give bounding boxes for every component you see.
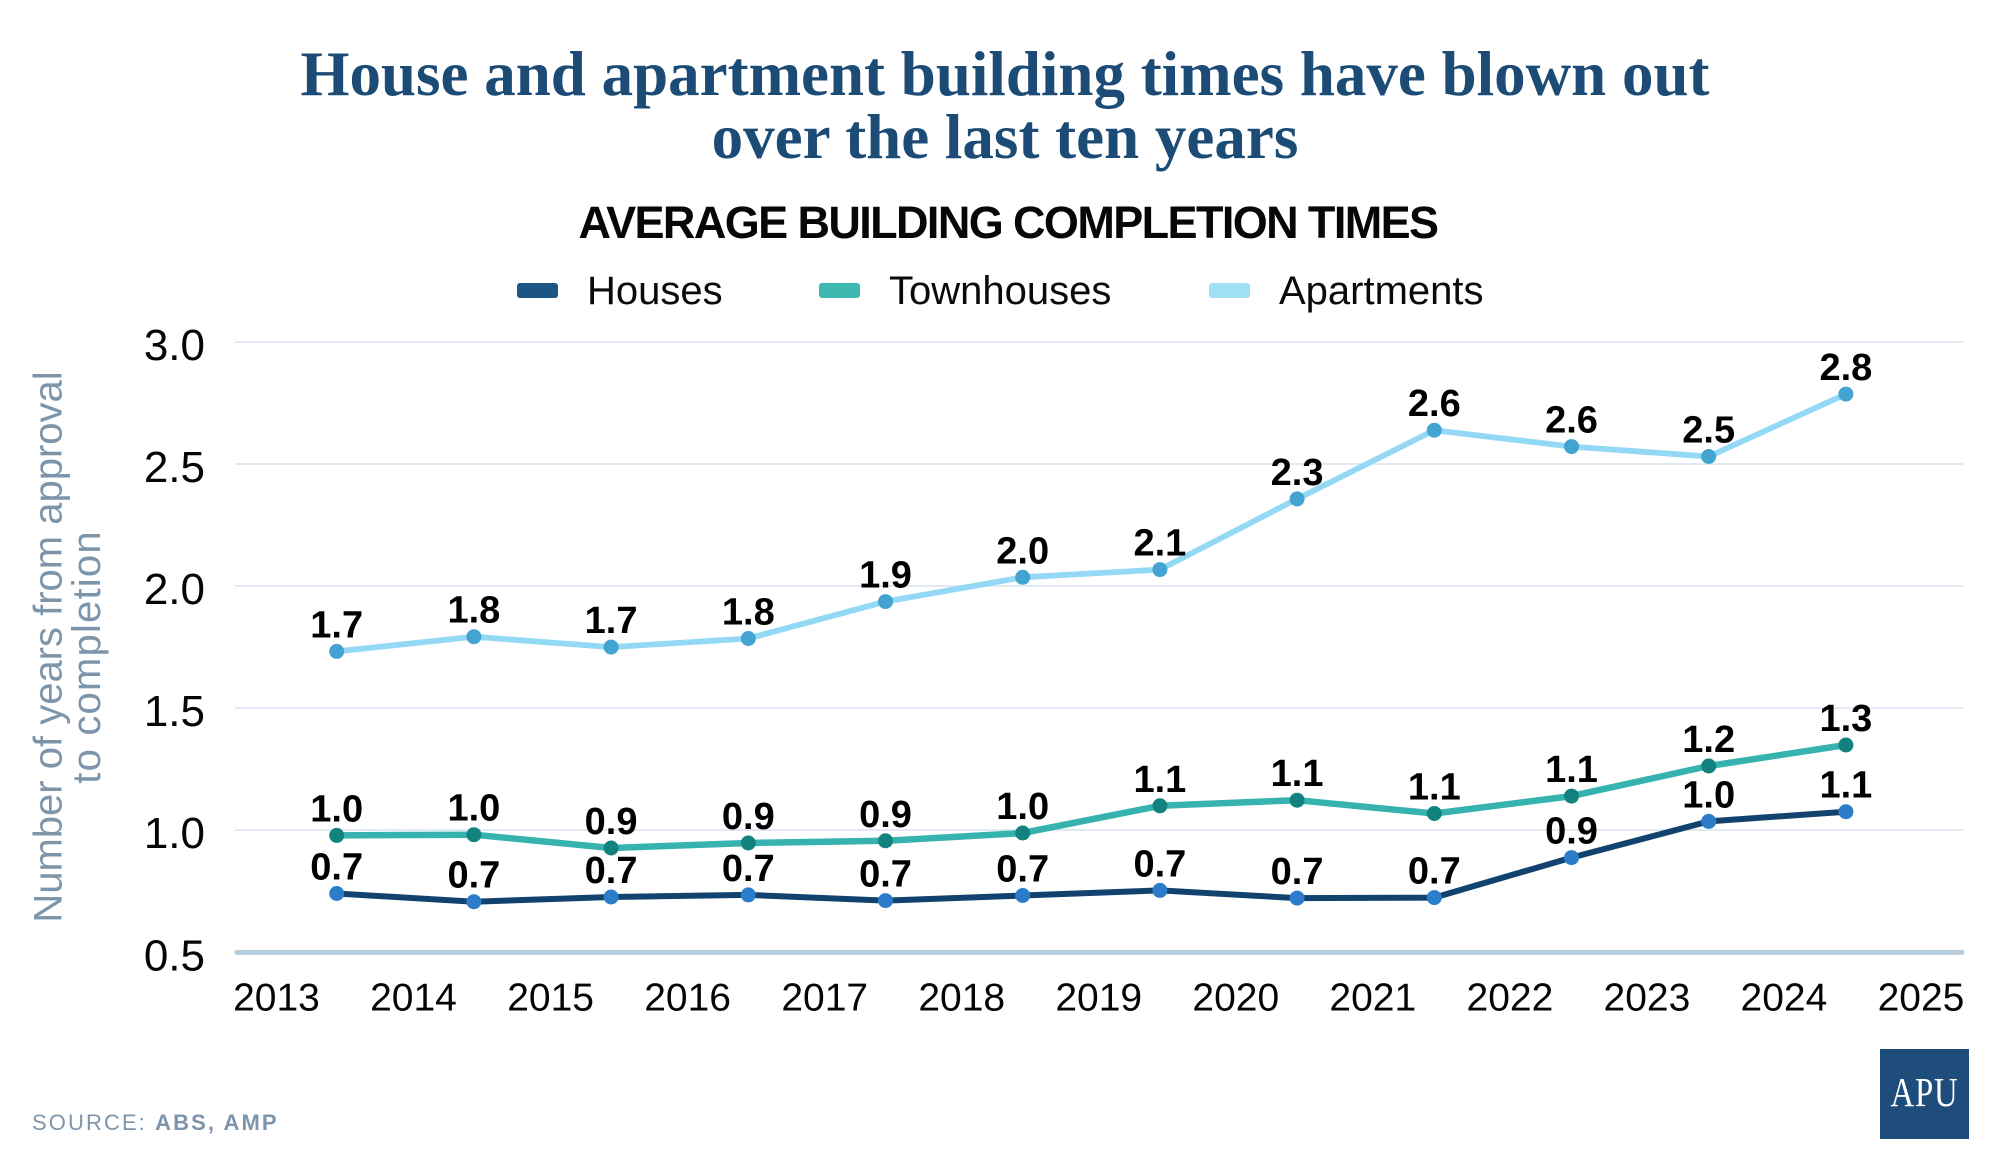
svg-text:0.7: 0.7 <box>996 849 1049 891</box>
svg-text:2.5: 2.5 <box>1682 410 1735 452</box>
svg-text:2.5: 2.5 <box>144 443 205 492</box>
svg-text:1.1: 1.1 <box>1545 749 1598 791</box>
svg-text:0.7: 0.7 <box>859 854 912 896</box>
svg-text:2017: 2017 <box>781 977 868 1020</box>
svg-text:0.9: 0.9 <box>722 796 775 838</box>
svg-text:1.0: 1.0 <box>1682 774 1735 816</box>
svg-text:0.7: 0.7 <box>1133 843 1186 885</box>
svg-text:2019: 2019 <box>1055 977 1142 1020</box>
svg-text:1.8: 1.8 <box>447 590 500 632</box>
svg-text:0.5: 0.5 <box>144 931 205 980</box>
svg-text:1.1: 1.1 <box>1408 767 1461 809</box>
svg-text:1.3: 1.3 <box>1819 698 1872 740</box>
svg-text:0.7: 0.7 <box>1271 851 1324 893</box>
svg-text:2023: 2023 <box>1604 977 1691 1020</box>
svg-text:0.7: 0.7 <box>722 848 775 890</box>
svg-text:0.7: 0.7 <box>310 847 363 889</box>
svg-text:1.7: 1.7 <box>585 600 638 642</box>
svg-text:1.0: 1.0 <box>144 809 205 858</box>
svg-text:2016: 2016 <box>644 977 731 1020</box>
svg-text:1.5: 1.5 <box>144 687 205 736</box>
svg-text:to completion: to completion <box>65 530 109 784</box>
svg-text:1.1: 1.1 <box>1133 759 1186 801</box>
svg-text:1.0: 1.0 <box>447 788 500 830</box>
svg-text:1.2: 1.2 <box>1682 719 1735 761</box>
svg-text:2.0: 2.0 <box>996 530 1049 572</box>
svg-text:2018: 2018 <box>918 977 1005 1020</box>
svg-text:1.0: 1.0 <box>996 786 1049 828</box>
svg-text:0.9: 0.9 <box>859 794 912 836</box>
svg-text:2022: 2022 <box>1467 977 1554 1020</box>
svg-text:3.0: 3.0 <box>144 321 205 370</box>
svg-text:0.7: 0.7 <box>585 850 638 892</box>
svg-text:2.0: 2.0 <box>144 565 205 614</box>
svg-text:2.1: 2.1 <box>1133 523 1186 565</box>
svg-text:2.6: 2.6 <box>1408 383 1461 425</box>
svg-text:1.0: 1.0 <box>310 788 363 830</box>
svg-text:0.9: 0.9 <box>1545 811 1598 853</box>
svg-text:2.3: 2.3 <box>1271 452 1324 494</box>
svg-text:2021: 2021 <box>1329 977 1416 1020</box>
svg-text:1.9: 1.9 <box>859 555 912 597</box>
svg-text:2015: 2015 <box>507 977 594 1020</box>
svg-text:2025: 2025 <box>1878 977 1965 1020</box>
svg-text:2014: 2014 <box>370 977 457 1020</box>
svg-text:0.7: 0.7 <box>447 855 500 897</box>
svg-text:2.6: 2.6 <box>1545 400 1598 442</box>
svg-text:2.8: 2.8 <box>1819 347 1872 389</box>
svg-text:1.1: 1.1 <box>1819 765 1872 807</box>
svg-text:0.9: 0.9 <box>585 801 638 843</box>
svg-text:2020: 2020 <box>1192 977 1279 1020</box>
svg-text:1.1: 1.1 <box>1271 753 1324 795</box>
svg-text:1.8: 1.8 <box>722 592 775 634</box>
svg-text:2013: 2013 <box>233 977 320 1020</box>
svg-text:1.7: 1.7 <box>310 604 363 646</box>
svg-text:0.7: 0.7 <box>1408 851 1461 893</box>
svg-text:Number of years from approval: Number of years from approval <box>27 371 71 922</box>
svg-text:2024: 2024 <box>1741 977 1828 1020</box>
